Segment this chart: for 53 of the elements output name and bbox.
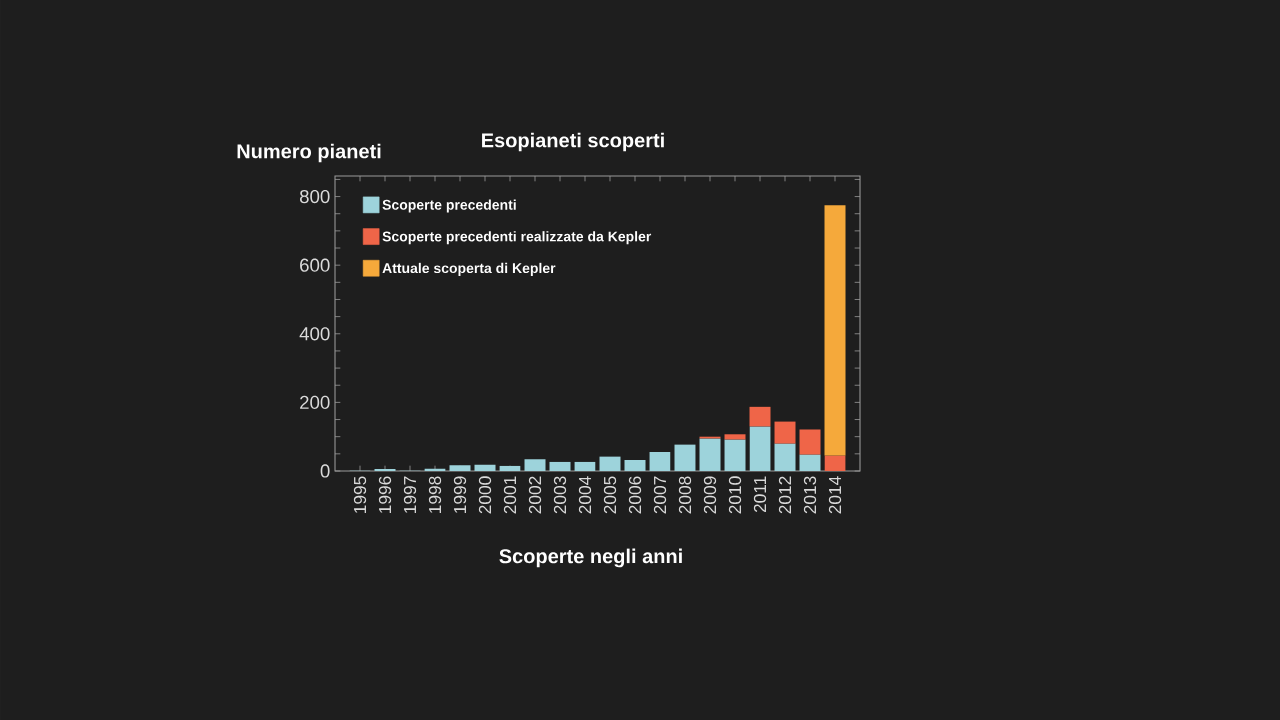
bar bbox=[574, 461, 596, 471]
bar bbox=[799, 454, 821, 471]
x-tick-label: 1997 bbox=[403, 476, 417, 513]
x-tick-label: 2005 bbox=[603, 476, 617, 514]
chart-title: Esopianeti scoperti bbox=[482, 132, 664, 152]
legend-label: Attuale scoperta di Kepler bbox=[382, 262, 556, 276]
bar bbox=[499, 465, 521, 471]
bar bbox=[724, 434, 746, 440]
legend-label: Scoperte precedenti realizzate da Kepler bbox=[382, 231, 652, 245]
y-tick-label: 400 bbox=[299, 327, 330, 341]
x-tick-label: 1998 bbox=[428, 476, 442, 513]
bar bbox=[524, 459, 546, 471]
x-tick-label: 2011 bbox=[753, 476, 767, 513]
bar bbox=[674, 444, 696, 471]
y-tick-label: 0 bbox=[320, 464, 330, 478]
x-tick-label: 2006 bbox=[628, 476, 642, 514]
x-tick-label: 2003 bbox=[553, 476, 567, 514]
y-axis-title: Numero pianeti bbox=[237, 143, 381, 163]
x-tick-label: 1995 bbox=[353, 476, 367, 513]
bar bbox=[474, 464, 496, 471]
x-tick-label: 2012 bbox=[778, 476, 792, 514]
bar bbox=[824, 455, 846, 471]
x-tick-label: 2007 bbox=[653, 476, 667, 514]
x-tick-label: 2008 bbox=[678, 476, 692, 514]
bar bbox=[724, 439, 746, 471]
x-tick-label: 2001 bbox=[503, 476, 517, 514]
x-tick-label: 2004 bbox=[578, 476, 592, 514]
x-tick-label: 2014 bbox=[828, 476, 842, 514]
x-tick-label: 1996 bbox=[378, 476, 392, 513]
x-tick-label: 2000 bbox=[478, 476, 492, 514]
bar bbox=[374, 468, 396, 471]
bar bbox=[599, 456, 621, 471]
legend-label: Scoperte precedenti bbox=[382, 199, 516, 213]
bar bbox=[774, 443, 796, 471]
bar bbox=[824, 205, 846, 456]
bar bbox=[624, 460, 646, 471]
bar bbox=[774, 421, 796, 444]
x-axis-title: Scoperte negli anni bbox=[499, 548, 682, 568]
y-tick-label: 800 bbox=[299, 189, 330, 204]
x-tick-label: 2013 bbox=[803, 476, 817, 514]
x-tick-label: 2002 bbox=[528, 476, 542, 514]
bar bbox=[649, 452, 671, 471]
y-tick-label: 600 bbox=[300, 258, 330, 272]
x-tick-label: 2010 bbox=[728, 476, 742, 514]
bar bbox=[749, 406, 771, 427]
x-tick-label: 2009 bbox=[703, 476, 717, 514]
y-tick-label: 200 bbox=[300, 395, 330, 409]
bar bbox=[449, 465, 471, 471]
bar bbox=[749, 426, 771, 471]
x-tick-label: 1999 bbox=[453, 476, 467, 513]
bar bbox=[699, 438, 721, 471]
bar bbox=[549, 461, 571, 471]
bar bbox=[799, 429, 821, 455]
